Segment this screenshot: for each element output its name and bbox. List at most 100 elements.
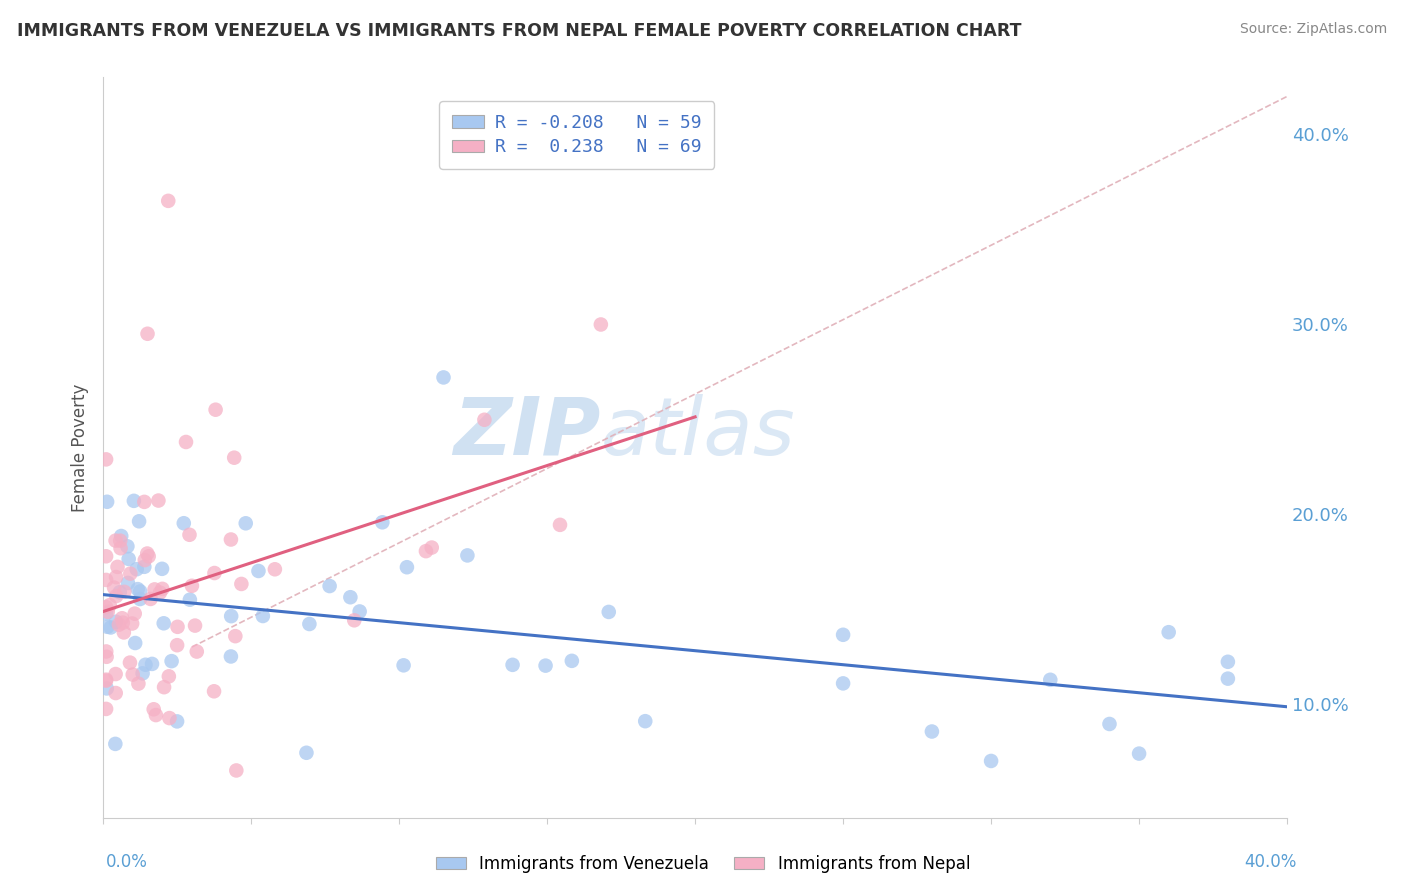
Point xyxy=(371,516,394,530)
Point xyxy=(392,658,415,673)
Point xyxy=(134,553,156,567)
Point xyxy=(166,714,188,729)
Point xyxy=(94,673,117,687)
Point xyxy=(134,495,156,509)
Point xyxy=(111,611,134,625)
Point xyxy=(456,549,478,563)
Point xyxy=(339,591,361,605)
Point xyxy=(94,673,117,688)
Y-axis label: Female Poverty: Female Poverty xyxy=(72,384,89,512)
Point xyxy=(415,544,437,558)
Point xyxy=(129,592,152,607)
Point xyxy=(1216,655,1239,669)
Text: 40.0%: 40.0% xyxy=(1244,853,1296,871)
Point xyxy=(94,573,117,587)
Point xyxy=(247,564,270,578)
Point xyxy=(1128,747,1150,761)
Legend: R = -0.208   N = 59, R =  0.238   N = 69: R = -0.208 N = 59, R = 0.238 N = 69 xyxy=(439,102,714,169)
Point xyxy=(224,450,246,465)
Point xyxy=(122,493,145,508)
Point xyxy=(105,589,128,603)
Point xyxy=(1098,717,1121,731)
Point xyxy=(598,605,620,619)
Point xyxy=(832,628,855,642)
Point xyxy=(534,658,557,673)
Point xyxy=(96,620,118,634)
Point xyxy=(121,667,143,681)
Text: ZIP: ZIP xyxy=(453,394,600,472)
Text: atlas: atlas xyxy=(600,394,796,472)
Point xyxy=(186,644,208,658)
Point xyxy=(104,667,127,681)
Point xyxy=(104,615,127,629)
Point xyxy=(103,581,125,595)
Point xyxy=(131,666,153,681)
Point xyxy=(148,493,170,508)
Point xyxy=(112,625,135,640)
Point xyxy=(395,560,418,574)
Point xyxy=(202,684,225,698)
Point xyxy=(153,680,176,694)
Point xyxy=(117,576,139,591)
Point xyxy=(173,516,195,531)
Point xyxy=(100,620,122,634)
Point xyxy=(298,617,321,632)
Point xyxy=(204,402,226,417)
Point xyxy=(110,541,132,556)
Point xyxy=(108,617,131,632)
Point xyxy=(432,370,454,384)
Point xyxy=(96,681,118,696)
Point xyxy=(96,649,118,664)
Point xyxy=(264,562,287,576)
Point xyxy=(138,549,160,564)
Point xyxy=(120,566,142,581)
Point xyxy=(94,549,117,564)
Point xyxy=(252,609,274,624)
Point xyxy=(219,649,242,664)
Point xyxy=(134,559,156,574)
Point xyxy=(231,577,253,591)
Point xyxy=(108,585,131,599)
Point xyxy=(181,579,204,593)
Point xyxy=(589,318,612,332)
Point xyxy=(104,737,127,751)
Point xyxy=(157,669,180,683)
Point xyxy=(174,435,197,450)
Point xyxy=(204,566,226,580)
Point xyxy=(139,591,162,606)
Point xyxy=(118,656,141,670)
Point xyxy=(150,582,173,596)
Point xyxy=(127,582,149,596)
Point xyxy=(110,529,132,543)
Point xyxy=(219,533,242,547)
Point xyxy=(143,582,166,597)
Point xyxy=(94,607,117,621)
Point xyxy=(225,764,247,778)
Point xyxy=(159,711,181,725)
Point xyxy=(124,607,146,621)
Point xyxy=(97,605,120,619)
Point xyxy=(343,613,366,627)
Point xyxy=(634,714,657,728)
Point xyxy=(235,516,257,531)
Point xyxy=(1216,672,1239,686)
Point xyxy=(1157,625,1180,640)
Point xyxy=(104,533,127,548)
Point xyxy=(980,754,1002,768)
Point xyxy=(111,615,134,630)
Point xyxy=(107,559,129,574)
Point xyxy=(104,686,127,700)
Point xyxy=(224,629,246,643)
Point xyxy=(420,541,443,555)
Point xyxy=(98,598,121,612)
Point xyxy=(157,194,180,208)
Point xyxy=(105,570,128,584)
Point xyxy=(141,657,163,671)
Point xyxy=(219,609,242,624)
Point xyxy=(129,584,152,599)
Point xyxy=(112,585,135,599)
Point xyxy=(160,654,183,668)
Text: Source: ZipAtlas.com: Source: ZipAtlas.com xyxy=(1240,22,1388,37)
Point xyxy=(96,644,118,658)
Text: IMMIGRANTS FROM VENEZUELA VS IMMIGRANTS FROM NEPAL FEMALE POVERTY CORRELATION CH: IMMIGRANTS FROM VENEZUELA VS IMMIGRANTS … xyxy=(17,22,1021,40)
